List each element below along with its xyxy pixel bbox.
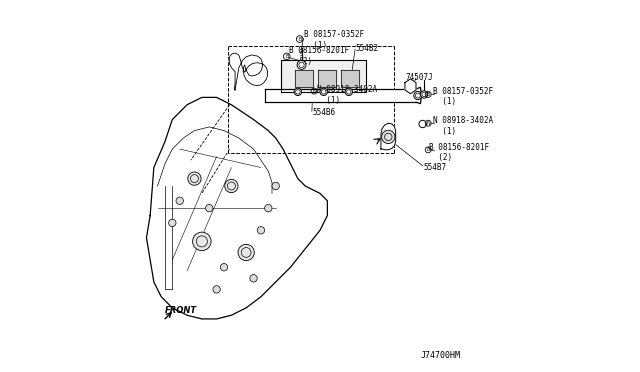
Circle shape — [188, 172, 201, 185]
Circle shape — [176, 197, 184, 205]
Polygon shape — [147, 97, 328, 319]
Circle shape — [238, 244, 254, 260]
Text: B: B — [426, 92, 430, 97]
Circle shape — [193, 232, 211, 251]
Circle shape — [257, 227, 264, 234]
Text: 74507J: 74507J — [406, 73, 433, 81]
Polygon shape — [381, 123, 396, 150]
Text: 554B6: 554B6 — [312, 108, 336, 117]
Circle shape — [205, 205, 213, 212]
Polygon shape — [405, 79, 416, 94]
Text: B: B — [298, 36, 301, 42]
Text: J74700HM: J74700HM — [420, 351, 460, 360]
Polygon shape — [416, 87, 422, 104]
Circle shape — [250, 275, 257, 282]
Polygon shape — [229, 53, 268, 90]
Circle shape — [414, 92, 422, 100]
Circle shape — [168, 219, 176, 227]
Text: N: N — [312, 89, 316, 94]
Circle shape — [264, 205, 272, 212]
Text: N: N — [426, 121, 430, 126]
Text: B: B — [285, 54, 289, 59]
Circle shape — [420, 91, 428, 98]
Circle shape — [213, 286, 220, 293]
Text: B 08156-8201F
  (2): B 08156-8201F (2) — [429, 143, 489, 163]
Circle shape — [220, 263, 228, 271]
Circle shape — [381, 130, 395, 144]
Text: B: B — [426, 147, 430, 152]
Text: B 08157-0352F
  (1): B 08157-0352F (1) — [304, 31, 364, 50]
Circle shape — [320, 88, 328, 96]
Circle shape — [272, 182, 280, 190]
Text: B 08156-8201F
  (2): B 08156-8201F (2) — [289, 46, 349, 66]
Text: B 08157-0352F
  (1): B 08157-0352F (1) — [433, 87, 493, 106]
Polygon shape — [281, 61, 366, 92]
Circle shape — [419, 120, 426, 128]
Circle shape — [294, 88, 301, 96]
Text: 554B2: 554B2 — [355, 44, 378, 53]
Text: 554B7: 554B7 — [424, 163, 447, 172]
Circle shape — [345, 88, 353, 96]
Circle shape — [297, 61, 306, 69]
Circle shape — [225, 179, 238, 193]
Text: FRONT: FRONT — [165, 306, 197, 315]
Text: N 08918-3402A
  (1): N 08918-3402A (1) — [317, 85, 378, 105]
Text: N 08918-3402A
  (1): N 08918-3402A (1) — [433, 116, 493, 136]
